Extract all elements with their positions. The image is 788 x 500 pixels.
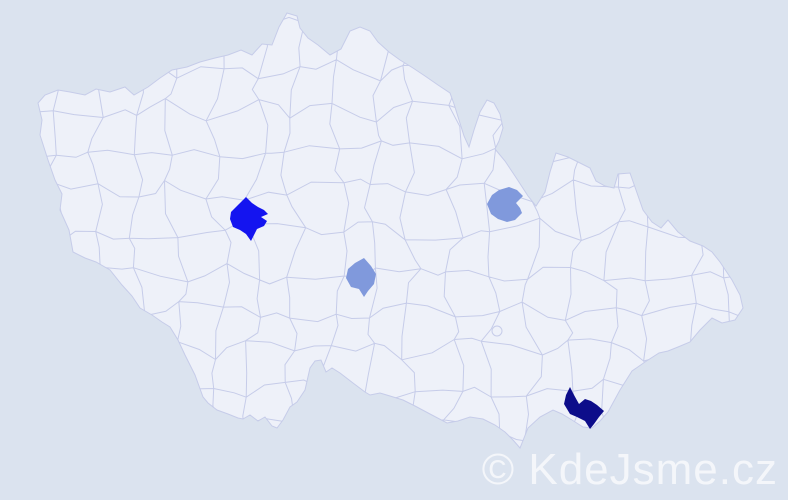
small-city-district-ring [491,325,503,337]
district-highlight-west-central [230,197,268,241]
highlighted-districts [230,187,604,429]
watermark: © KdeJsme.cz [481,445,778,494]
district-highlight-southeast [564,387,604,429]
district-highlight-center [346,258,376,297]
district-highlight-northeast [487,187,523,222]
